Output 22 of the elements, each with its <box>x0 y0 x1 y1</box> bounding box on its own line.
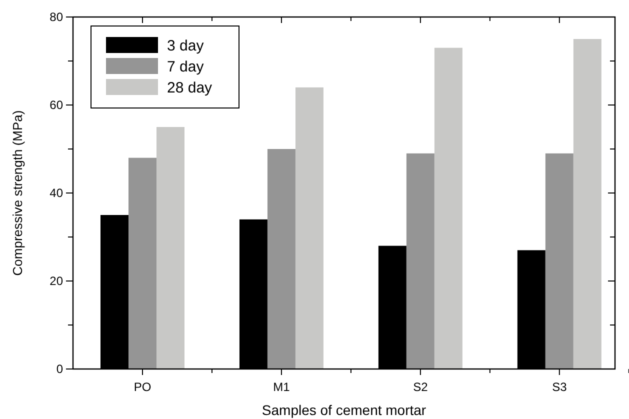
legend-label: 28 day <box>167 79 213 96</box>
y-tick-label: 40 <box>50 186 64 200</box>
bar <box>573 39 602 369</box>
bar <box>295 87 324 369</box>
y-tick-label: 0 <box>56 362 64 376</box>
y-tick-label: 60 <box>50 98 64 112</box>
legend-label: 3 day <box>167 37 204 54</box>
y-axis-title: Compressive strength (MPa) <box>10 110 25 276</box>
y-tick-label: 20 <box>50 274 64 288</box>
bar <box>156 127 184 369</box>
bar <box>267 149 296 369</box>
x-tick-label: S3 <box>552 380 568 394</box>
x-axis-title: Samples of cement mortar <box>262 402 426 418</box>
x-tick-label: S2 <box>413 380 428 394</box>
x-tick-label: PO <box>134 380 152 394</box>
bar <box>545 153 574 369</box>
bar <box>128 158 156 369</box>
bar <box>406 153 434 369</box>
x-tick-label: M1 <box>273 380 290 394</box>
legend-label: 7 day <box>167 58 204 76</box>
y-tick-label: 80 <box>50 10 64 24</box>
bar <box>434 48 462 369</box>
